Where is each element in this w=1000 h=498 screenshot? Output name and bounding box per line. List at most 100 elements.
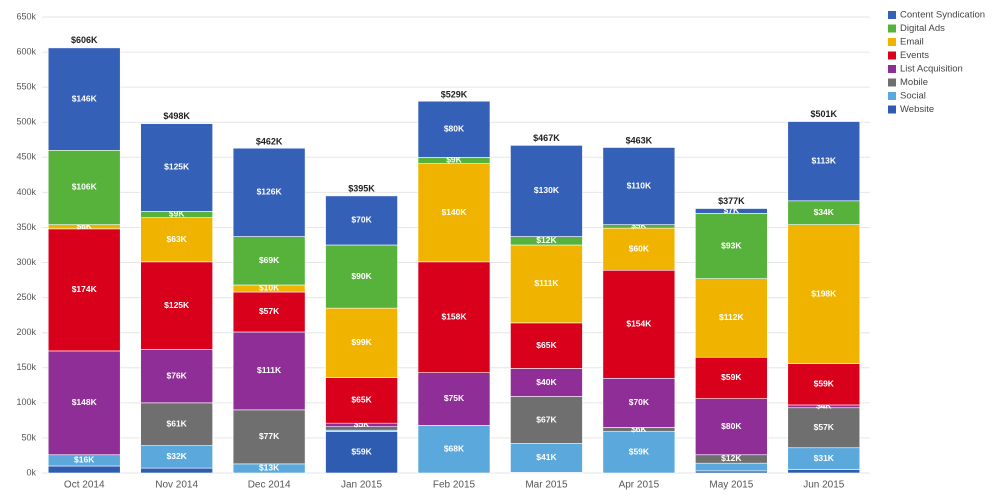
segment-label: $69K: [259, 255, 280, 265]
y-tick-label: 250k: [16, 292, 36, 302]
bar-segment: [47, 47, 121, 151]
segment-label: $70K: [629, 397, 650, 407]
legend-label: Email: [900, 37, 924, 48]
segment-label: $65K: [536, 340, 557, 350]
segment-label: $40K: [536, 377, 557, 387]
segment-label: $158K: [441, 312, 467, 322]
bar-segment: [510, 396, 583, 444]
segment-label: $67K: [536, 414, 557, 424]
bar-segment: [695, 470, 768, 474]
bar-segment: [602, 431, 676, 474]
bar-segment: [140, 349, 213, 404]
segment-label: $99K: [351, 337, 372, 347]
segment-label: $174K: [72, 284, 98, 294]
x-tick-label: Feb 2015: [433, 480, 476, 491]
x-tick-label: Jan 2015: [341, 480, 383, 491]
bar-segment: [417, 261, 491, 373]
bar-segment: [510, 322, 583, 369]
segment-label: $5K: [354, 419, 370, 429]
total-label: $606K: [71, 35, 98, 45]
bar-segment: [140, 402, 213, 446]
segment-label: $77K: [259, 431, 280, 441]
x-tick-label: Apr 2015: [619, 480, 660, 491]
total-label: $463K: [626, 136, 653, 146]
bar-segment: [417, 372, 491, 426]
segment-label: $4K: [816, 401, 832, 411]
bar-segment: [417, 100, 491, 158]
y-tick-label: 200k: [16, 327, 36, 337]
y-tick-label: 0k: [26, 467, 36, 477]
segment-label: $10K: [259, 283, 280, 293]
segment-label: $80K: [444, 123, 465, 133]
bar-segment: [695, 213, 768, 279]
legend-swatch: [888, 38, 896, 46]
bar-segment: [47, 350, 121, 456]
y-tick-label: 150k: [16, 362, 36, 372]
segment-label: $70K: [351, 215, 372, 225]
y-tick-label: 550k: [16, 82, 36, 92]
bar-segment: [325, 195, 398, 246]
total-label: $529K: [441, 89, 468, 99]
segment-label: $111K: [257, 365, 282, 375]
legend-label: Website: [900, 104, 934, 115]
segment-label: $34K: [814, 207, 835, 217]
segment-label: $7K: [724, 205, 740, 215]
segment-label: $57K: [259, 306, 280, 316]
y-tick-label: 450k: [16, 152, 36, 162]
x-tick-label: Mar 2015: [525, 480, 568, 491]
bar-segment: [510, 145, 583, 237]
segment-label: $13K: [259, 463, 280, 473]
segment-label: $90K: [351, 271, 372, 281]
segment-label: $113K: [811, 155, 836, 165]
total-label: $501K: [811, 109, 838, 119]
bar-segment: [417, 424, 491, 474]
segment-label: $59K: [629, 447, 650, 457]
bar-segment: [787, 121, 861, 202]
total-label: $467K: [533, 133, 560, 143]
legend-swatch: [888, 92, 896, 100]
segment-label: $5K: [631, 221, 647, 231]
x-tick-label: Nov 2014: [155, 480, 198, 491]
legend-swatch: [888, 78, 896, 87]
bar-segment: [695, 356, 768, 399]
segment-label: $6K: [631, 424, 647, 434]
segment-label: $154K: [626, 319, 652, 329]
segment-label: $31K: [814, 453, 835, 463]
bar-segment: [47, 465, 121, 474]
segment-label: $75K: [444, 393, 465, 403]
x-tick-label: Dec 2014: [248, 480, 291, 491]
y-tick-label: 100k: [16, 397, 36, 407]
segment-label: $32K: [167, 451, 188, 461]
segment-label: $9K: [446, 155, 462, 165]
bar-segment: [510, 443, 583, 473]
legend-swatch: [888, 105, 896, 114]
legend-label: List Acquisition: [900, 64, 963, 75]
segment-label: $9K: [169, 209, 185, 219]
segment-label: $111K: [534, 278, 559, 288]
total-label: $498K: [163, 111, 190, 121]
bar-segment: [602, 227, 676, 271]
bar-segment: [325, 377, 398, 424]
segment-label: $148K: [72, 397, 98, 407]
bar-segment: [695, 278, 768, 358]
y-tick-label: 350k: [16, 222, 36, 232]
legend-swatch: [888, 51, 896, 60]
segment-label: $110K: [627, 180, 652, 190]
bar-segment: [695, 398, 768, 456]
segment-label: $59K: [721, 372, 742, 382]
bar-segment: [232, 291, 306, 333]
segment-label: $126K: [257, 187, 283, 197]
segment-label: $65K: [351, 395, 372, 405]
bar-segment: [325, 244, 398, 309]
segment-label: $16K: [74, 455, 95, 465]
x-tick-label: Oct 2014: [64, 480, 105, 491]
total-label: $462K: [256, 136, 283, 146]
y-tick-label: 600k: [16, 46, 36, 56]
bar-segment: [417, 163, 491, 263]
segment-label: $12K: [536, 235, 557, 245]
legend-label: Social: [900, 91, 926, 102]
segment-label: $106K: [72, 182, 98, 192]
segment-label: $61K: [167, 418, 188, 428]
bar-segment: [140, 217, 213, 263]
